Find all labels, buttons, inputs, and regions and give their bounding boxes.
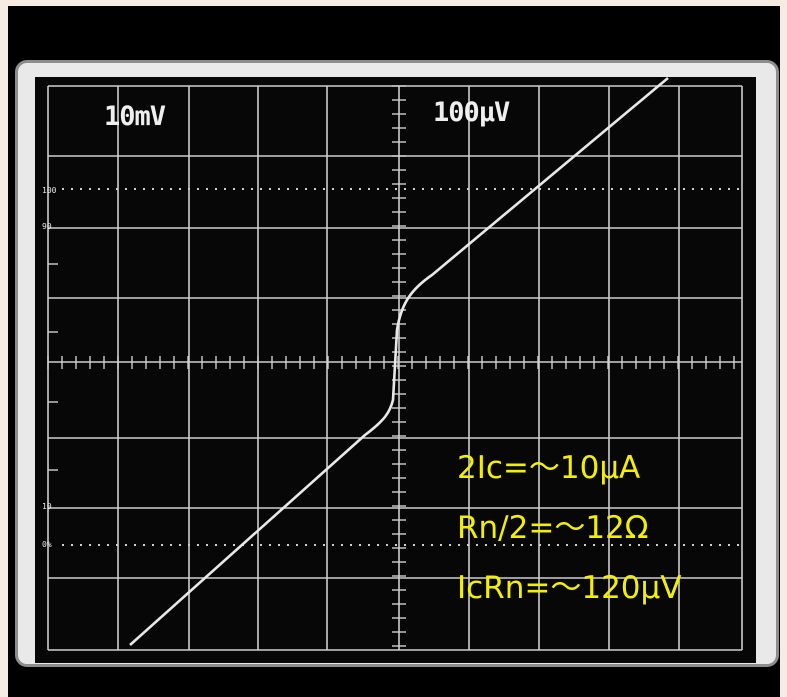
channel-2-range-readout: 100µV	[433, 97, 510, 128]
iv-curve-trace	[129, 77, 669, 646]
graticule-label-0-percent: 0%	[42, 540, 52, 549]
icrn-product-annotation: IcRn=～120μV	[457, 570, 682, 606]
critical-current-annotation: 2Ic=～10μA	[457, 450, 641, 486]
graticule-label-10: 10	[42, 502, 52, 511]
channel-1-range-readout: 10mV	[104, 101, 166, 132]
normal-resistance-annotation: Rn/2=～12Ω	[457, 510, 649, 546]
graticule-label-100: 100	[42, 186, 57, 195]
graticule-label-90: 90	[42, 222, 52, 231]
